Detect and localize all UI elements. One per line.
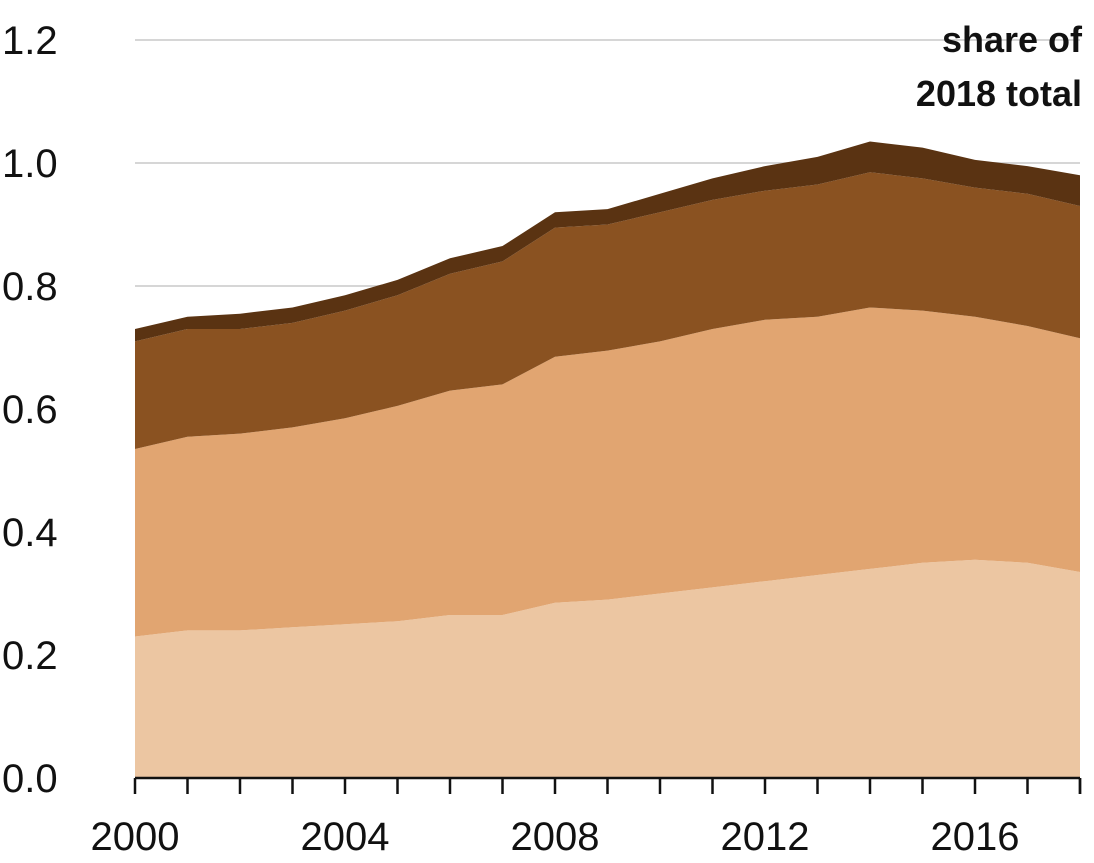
area-series-2: [135, 307, 1080, 637]
y-tick-labels: 0.0 0.2 0.4 0.6 0.8 1.0 1.2: [2, 19, 58, 801]
annotation-line-2: 2018 total: [916, 73, 1082, 114]
x-tick-labels: 2000 2004 2008 2012 2016: [91, 815, 1020, 859]
y-tick-label-3: 0.6: [2, 388, 58, 432]
area-series-3: [135, 172, 1080, 449]
area-series-1: [135, 559, 1080, 778]
annotation-line-1: share of: [942, 19, 1083, 60]
area-series-4: [135, 141, 1080, 342]
area-series: [135, 141, 1080, 778]
x-tick-label-2004: 2004: [301, 815, 390, 859]
y-tick-label-5: 1.0: [2, 142, 58, 186]
x-tick-label-2016: 2016: [931, 815, 1020, 859]
y-tick-label-6: 1.2: [2, 19, 58, 63]
x-tick-label-2012: 2012: [721, 815, 810, 859]
y-tick-label-0: 0.0: [2, 757, 58, 801]
y-tick-label-1: 0.2: [2, 634, 58, 678]
x-tick-label-2000: 2000: [91, 815, 180, 859]
y-tick-label-2: 0.4: [2, 511, 58, 555]
x-tick-label-2008: 2008: [511, 815, 600, 859]
y-tick-label-4: 0.8: [2, 265, 58, 309]
axes: [133, 776, 1082, 794]
